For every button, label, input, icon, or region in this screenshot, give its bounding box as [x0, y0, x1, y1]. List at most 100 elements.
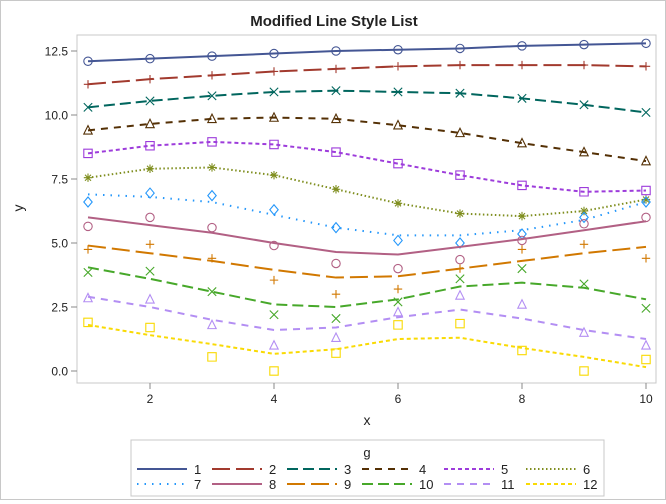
legend-item-2: 2: [212, 462, 276, 477]
data-point-x: [145, 266, 155, 276]
data-point-x: [579, 100, 589, 110]
y-tick-label: 5.0: [51, 237, 68, 251]
data-point-triangle: [82, 124, 94, 135]
legend-item-4: 4: [362, 462, 426, 477]
data-point-plus: [517, 60, 527, 70]
legend-label: 5: [501, 462, 508, 477]
series-2: [83, 60, 651, 89]
data-point-circle: [83, 221, 93, 232]
data-point-plus: [83, 245, 93, 254]
data-point-circle: [331, 258, 341, 269]
data-point-plus: [517, 245, 527, 254]
y-tick-label: 10.0: [45, 109, 69, 123]
data-point-plus: [641, 254, 651, 263]
data-point-square: [455, 318, 465, 329]
data-point-circle: [207, 51, 217, 61]
data-point-plus: [455, 60, 465, 70]
x-axis: 2 4 6 8 10: [147, 383, 653, 406]
series-line: [87, 116, 647, 163]
plot-area: [76, 34, 657, 384]
data-point-plus: [393, 284, 403, 294]
legend-item-8: 8: [212, 477, 276, 492]
data-point-plus: [145, 240, 155, 249]
data-point-plus: [207, 71, 217, 80]
data-point-triangle: [578, 146, 590, 157]
data-point-triangle: [144, 293, 156, 304]
data-point-star: [579, 206, 589, 216]
data-point-triangle: [330, 331, 342, 342]
legend-item-7: 7: [137, 477, 201, 492]
data-point-plus: [207, 254, 217, 263]
series-1: [83, 38, 651, 66]
data-point-triangle: [392, 306, 404, 317]
data-point-star: [269, 170, 279, 180]
legend: 1 2 3 4 5 67 8 9 10 11 12: [137, 462, 597, 492]
series-line: [87, 295, 647, 340]
data-point-square: [641, 185, 651, 196]
data-point-x: [455, 274, 465, 284]
data-point-square: [641, 354, 651, 365]
data-point-circle: [579, 39, 589, 50]
data-point-triangle: [454, 126, 466, 138]
data-point-triangle: [268, 111, 280, 122]
x-tick-label: 6: [395, 392, 402, 406]
data-point-plus: [269, 67, 279, 76]
legend-item-6: 6: [526, 462, 590, 477]
data-point-plus: [331, 290, 341, 299]
data-point-circle: [517, 235, 527, 246]
series-line: [87, 266, 647, 309]
series-line: [87, 244, 647, 279]
data-point-square: [207, 137, 217, 147]
data-point-triangle: [454, 289, 466, 300]
data-point-triangle: [578, 326, 590, 337]
legend-item-5: 5: [444, 462, 508, 477]
data-point-plus: [269, 275, 279, 285]
data-point-x: [393, 297, 403, 307]
data-point-square: [517, 345, 527, 356]
data-point-square: [83, 317, 93, 328]
data-point-square: [145, 140, 155, 151]
x-tick-label: 4: [271, 392, 278, 406]
data-point-diamond: [455, 237, 465, 249]
series-line: [87, 89, 647, 114]
series-3: [83, 86, 651, 118]
data-point-x: [269, 310, 279, 320]
series-line: [87, 216, 647, 256]
data-point-plus: [393, 62, 403, 71]
x-tick-label: 10: [639, 392, 653, 406]
data-point-star: [145, 164, 155, 173]
y-axis-label: y: [10, 205, 26, 212]
data-point-square: [517, 180, 527, 191]
y-tick-label: 12.5: [45, 45, 69, 59]
legend-item-11: 11: [444, 477, 515, 492]
data-point-x: [83, 102, 93, 112]
data-point-circle: [145, 53, 155, 64]
data-point-triangle: [268, 339, 280, 350]
series-line: [87, 42, 647, 63]
x-axis-label: x: [364, 412, 371, 428]
data-point-circle: [393, 263, 403, 274]
series-line: [87, 323, 647, 369]
data-point-x: [207, 287, 217, 297]
data-point-diamond: [145, 187, 155, 199]
data-point-circle: [207, 222, 217, 233]
legend-label: 11: [501, 477, 515, 492]
data-point-diamond: [641, 196, 651, 208]
y-tick-label: 2.5: [51, 301, 68, 315]
data-point-plus: [331, 64, 341, 74]
data-point-x: [145, 96, 155, 106]
legend-label: 3: [344, 462, 351, 477]
data-point-circle: [455, 43, 465, 54]
data-point-square: [83, 148, 93, 159]
legend-item-9: 9: [287, 477, 351, 492]
data-point-diamond: [269, 203, 279, 216]
data-point-square: [579, 187, 589, 197]
data-point-x: [641, 303, 651, 313]
y-axis: 0.0 2.5 5.0 7.5 10.0 12.5: [45, 45, 77, 379]
data-point-x: [331, 313, 341, 324]
legend-label: 4: [419, 462, 426, 477]
data-point-circle: [641, 38, 651, 49]
data-point-square: [393, 320, 403, 330]
legend-label: 8: [269, 477, 276, 492]
data-point-circle: [579, 219, 589, 229]
